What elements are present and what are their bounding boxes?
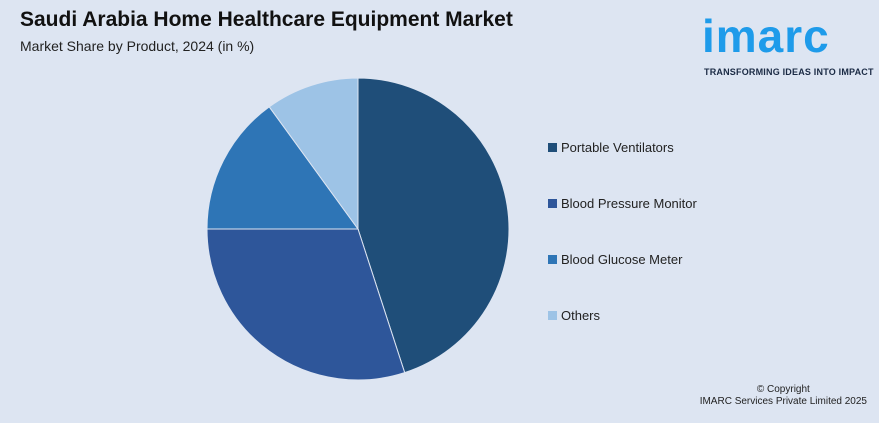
- copyright-owner: IMARC Services Private Limited 2025: [699, 396, 867, 407]
- legend-swatch: [548, 255, 557, 264]
- logo-wordmark: imarc: [702, 10, 830, 62]
- pie-slice-portable-ventilators: [357, 77, 510, 374]
- legend-item-blood-pressure-monitor: Blood Pressure Monitor: [548, 196, 697, 252]
- copyright-line: © Copyright: [756, 384, 810, 395]
- legend-label: Portable Ventilators: [561, 140, 674, 155]
- chart-title: Saudi Arabia Home Healthcare Equipment M…: [20, 8, 513, 31]
- legend-item-others: Others: [548, 308, 697, 364]
- pie-slice-blood-pressure-monitor: [206, 228, 406, 381]
- legend-swatch: [548, 199, 557, 208]
- pie-slice-others: [268, 77, 359, 231]
- logo-tagline: TRANSFORMING IDEAS INTO IMPACT: [704, 67, 874, 77]
- chart-legend: Portable Ventilators Blood Pressure Moni…: [548, 140, 697, 364]
- chart-subtitle: Market Share by Product, 2024 (in %): [20, 38, 255, 54]
- copyright-notice: © Copyright IMARC Services Private Limit…: [700, 384, 867, 408]
- legend-swatch: [548, 311, 557, 320]
- legend-swatch: [548, 143, 557, 152]
- legend-label: Blood Glucose Meter: [561, 252, 683, 267]
- legend-item-portable-ventilators: Portable Ventilators: [548, 140, 697, 196]
- imarc-logo: imarc TRANSFORMING IDEAS INTO IMPACT: [702, 8, 874, 80]
- legend-label: Blood Pressure Monitor: [561, 196, 697, 211]
- legend-item-blood-glucose-meter: Blood Glucose Meter: [548, 252, 697, 308]
- pie-slice-blood-glucose-meter: [206, 106, 359, 230]
- legend-label: Others: [561, 308, 601, 323]
